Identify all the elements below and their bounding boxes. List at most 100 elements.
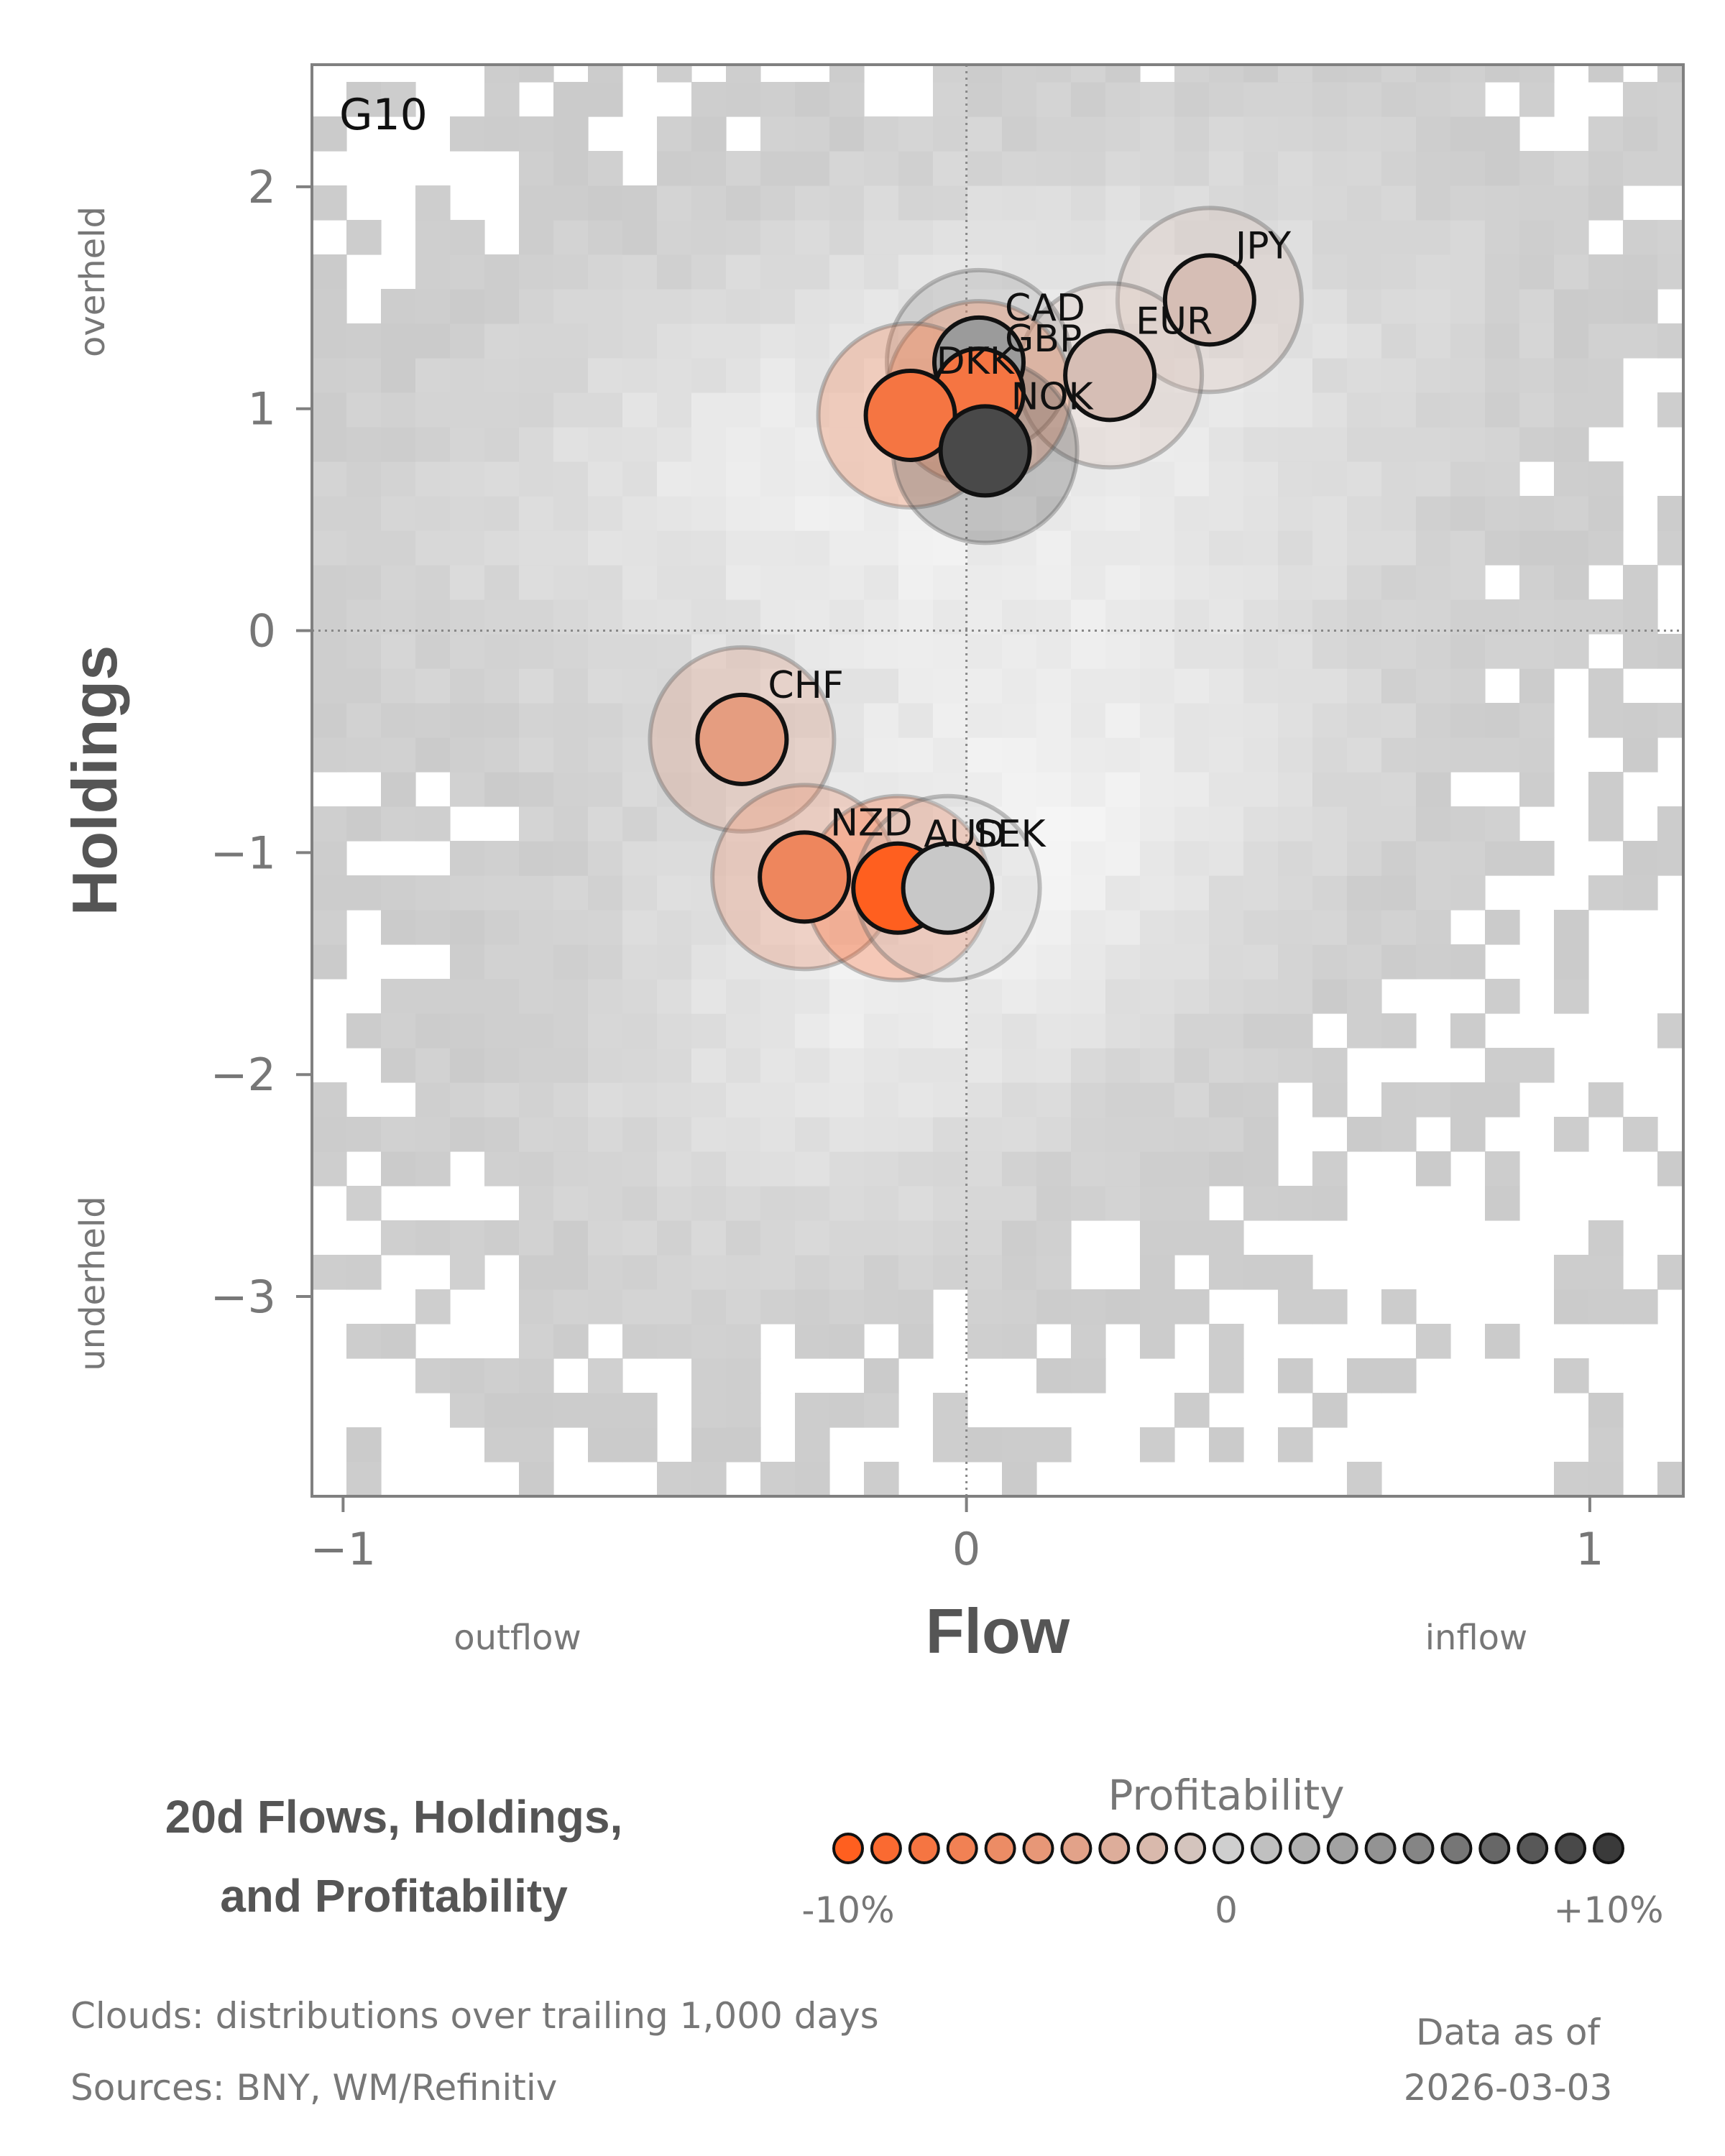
cloud-cell [1554,910,1589,945]
cloud-cell [657,392,692,428]
cloud-cell [1140,1013,1175,1049]
cloud-cell [484,392,520,428]
cloud-cell [450,841,485,876]
cloud-cell [588,1393,623,1428]
cloud-cell [1519,565,1555,600]
cloud-cell [1347,875,1382,911]
cloud-cell [657,323,692,359]
cloud-cell [622,358,658,393]
cloud-cell [1312,116,1348,152]
cloud-cell [726,185,761,221]
cloud-cell [1450,392,1486,428]
cloud-cell [795,703,830,738]
cloud-cell [415,185,451,221]
cloud-cell [1312,1082,1348,1118]
cloud-cell [1036,772,1072,807]
cloud-cell [1381,668,1417,704]
cloud-cell [553,496,589,531]
cloud-cell [1485,65,1520,83]
cloud-cell [1002,1289,1037,1325]
cloud-cell [1243,668,1279,704]
cloud-cell [450,427,485,462]
cloud-cell [1554,944,1589,980]
cloud-cell [1209,1324,1244,1359]
cloud-cell [588,65,623,83]
cloud-cell [450,358,485,393]
cloud-cell [726,151,761,186]
cloud-cell [933,634,968,669]
cloud-cell [1209,496,1244,531]
cloud-cell [691,841,727,876]
cloud-cell [829,944,865,980]
cloud-cell [967,565,1003,600]
cloud-cell [1002,1255,1037,1290]
cloud-cell [1174,1048,1210,1083]
cloud-cell [967,1427,1003,1462]
cloud-cell [1174,1082,1210,1118]
cloud-cell [622,703,658,738]
cloud-cell [622,1186,658,1221]
cloud-cell [795,151,830,186]
cloud-cell [1519,841,1555,876]
cloud-cell [381,1013,416,1049]
cloud-cell [484,703,520,738]
cloud-cell [1071,82,1106,117]
cloud-cell [1036,910,1072,945]
cloud-cell [588,979,623,1014]
cloud-cell [1105,737,1141,773]
cloud-cell [1347,1462,1382,1496]
cloud-cell [1209,151,1244,186]
cloud-cell [1588,151,1624,186]
cloud-cell [1140,1186,1175,1221]
cloud-cell [1105,875,1141,911]
cloud-cell [691,151,727,186]
cloud-cell [864,220,899,255]
cloud-cell [726,254,761,290]
x-note-inflow: inflow [1425,1618,1528,1658]
cloud-cell [1347,530,1382,566]
cloud-cell [864,1082,899,1118]
cloud-cell [622,1151,658,1187]
cloud-cell [519,496,554,531]
y-ticks: −3 −2 −1 0 1 2 [211,161,312,1323]
cloud-cell [1071,806,1106,842]
cloud-cell [1243,599,1279,635]
cloud-cell [1002,737,1037,773]
cloud-cell [1381,116,1417,152]
cloud-cell [795,461,830,497]
cloud-cell [1071,1013,1106,1049]
cloud-cell [864,461,899,497]
cloud-cell [1243,910,1279,945]
cloud-cell [450,703,485,738]
cloud-cell [450,1117,485,1152]
cloud-cell [1312,1151,1348,1187]
cloud-cell [1036,634,1072,669]
cloud-cell [726,599,761,635]
cloud-cell [1174,1186,1210,1221]
cloud-cell [1105,944,1141,980]
cloud-cell [1140,151,1175,186]
cloud-cell [691,634,727,669]
cloud-cell [795,634,830,669]
cloud-cell [1623,841,1658,876]
cloud-cell [588,1358,623,1393]
cloud-cell [691,1186,727,1221]
chart-title-line-2: and Profitability [220,1870,568,1922]
cloud-cell [1174,65,1210,83]
cloud-cell [1174,116,1210,152]
cloud-cell [312,530,347,566]
cloud-cell [1036,875,1072,911]
cloud-cell [1485,220,1520,255]
cloud-cell [726,1186,761,1221]
cloud-cell [1243,1186,1279,1221]
cloud-cell [415,392,451,428]
cloud-cell [622,530,658,566]
x-note-outflow: outflow [454,1618,581,1658]
cloud-cell [1002,1220,1037,1256]
cloud-cell [1623,220,1658,255]
cloud-cell [1485,599,1520,635]
cloud-cell [1209,772,1244,807]
cloud-cell [760,323,796,359]
cloud-cell [1140,116,1175,152]
